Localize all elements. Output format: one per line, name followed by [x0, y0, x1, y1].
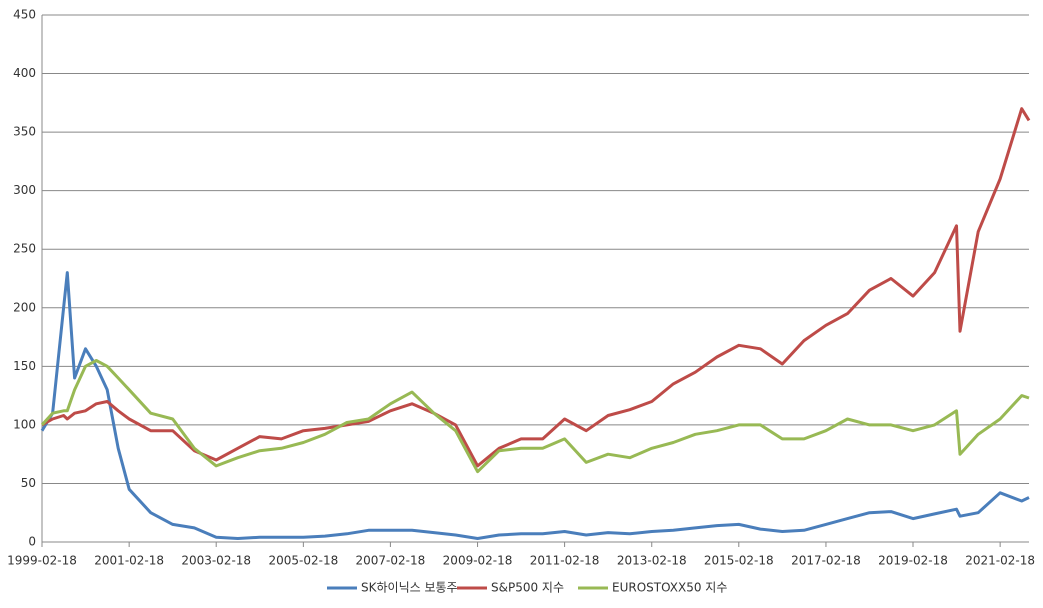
x-tick-label: 2005-02-18	[268, 554, 338, 568]
x-tick-label: 2015-02-18	[704, 554, 774, 568]
x-tick-label: 2009-02-18	[443, 554, 513, 568]
x-tick-label: 2007-02-18	[356, 554, 426, 568]
x-tick-label: 2021-02-18	[965, 554, 1035, 568]
y-tick-label: 0	[28, 535, 36, 549]
y-tick-label: 100	[13, 417, 36, 431]
series-line	[40, 271, 1030, 540]
series-line	[41, 107, 1031, 468]
x-tick-label: 2003-02-18	[181, 554, 251, 568]
x-tick-label: 2001-02-18	[94, 554, 164, 568]
x-tick-label: 2017-02-18	[791, 554, 861, 568]
x-tick-label: 2013-02-18	[617, 554, 687, 568]
y-tick-label: 150	[13, 359, 36, 373]
y-tick-label: 400	[13, 66, 36, 80]
y-tick-label: 300	[13, 183, 36, 197]
y-tick-label: 350	[13, 125, 36, 139]
series-line	[40, 359, 1030, 474]
y-tick-label: 200	[13, 300, 36, 314]
y-tick-label: 50	[21, 476, 36, 490]
y-tick-label: 450	[13, 8, 36, 22]
x-tick-label: 2011-02-18	[530, 554, 600, 568]
x-tick-label: 2019-02-18	[878, 554, 948, 568]
legend-label: EUROSTOXX50 지수	[612, 581, 727, 595]
y-tick-label: 250	[13, 242, 36, 256]
legend-label: S&P500 지수	[491, 581, 564, 595]
legend-label: SK하이닉스 보통주	[361, 581, 458, 595]
x-tick-label: 1999-02-18	[7, 554, 77, 568]
